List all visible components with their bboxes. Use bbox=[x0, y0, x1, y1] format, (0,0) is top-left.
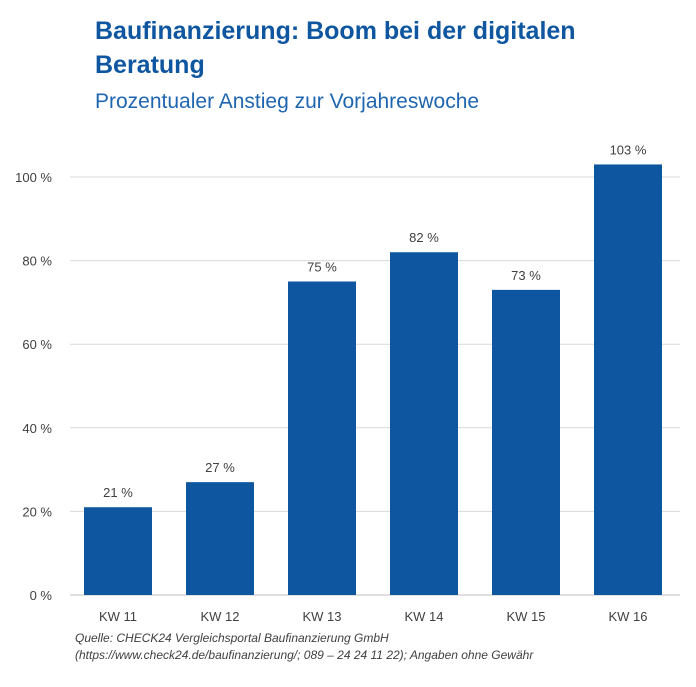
data-labels: 21 % 27 % 75 % 82 % 73 % 103 % bbox=[103, 142, 647, 500]
source-line-1: Quelle: CHECK24 Vergleichsportal Baufina… bbox=[75, 631, 389, 645]
y-tick-label: 100 % bbox=[15, 170, 52, 185]
x-tick-label: KW 11 bbox=[99, 609, 137, 624]
source-line-2: (https://www.check24.de/baufinanzierung/… bbox=[75, 648, 534, 662]
bar-kw-15 bbox=[492, 289, 560, 595]
data-label: 27 % bbox=[205, 460, 235, 475]
chart-subtitle: Prozentualer Anstieg zur Vorjahreswoche bbox=[95, 90, 480, 113]
x-tick-label: KW 13 bbox=[302, 609, 341, 624]
bars bbox=[84, 164, 662, 596]
y-tick-label: 60 % bbox=[22, 337, 52, 352]
data-label: 103 % bbox=[610, 142, 647, 157]
chart-title: Baufinanzierung: Boom bei der digitalen … bbox=[95, 17, 576, 79]
source-note: Quelle: CHECK24 Vergleichsportal Baufina… bbox=[75, 630, 685, 664]
data-label: 73 % bbox=[511, 268, 541, 283]
x-tick-label: KW 16 bbox=[608, 609, 647, 624]
x-tick-label: KW 12 bbox=[200, 609, 239, 624]
bar-kw-13 bbox=[288, 281, 356, 595]
data-label: 82 % bbox=[409, 230, 439, 245]
bar-kw-11 bbox=[84, 507, 152, 595]
y-tick-label: 0 % bbox=[30, 588, 53, 603]
bar-chart: 0 % 20 % 40 % 60 % 80 % 100 % 21 % 27 % 75 % 82 … bbox=[15, 142, 680, 624]
bar-kw-14 bbox=[390, 252, 458, 596]
data-label: 75 % bbox=[307, 260, 337, 275]
y-axis-labels: 0 % 20 % 40 % 60 % 80 % 100 % bbox=[15, 170, 52, 603]
bar-kw-16 bbox=[594, 164, 662, 595]
data-label: 21 % bbox=[103, 485, 133, 500]
bar-kw-12 bbox=[186, 482, 254, 595]
x-tick-label: KW 14 bbox=[404, 609, 443, 624]
grid-lines bbox=[70, 176, 680, 596]
y-tick-label: 20 % bbox=[22, 504, 52, 519]
x-tick-label: KW 15 bbox=[506, 609, 545, 624]
y-tick-label: 40 % bbox=[22, 421, 52, 436]
y-tick-label: 80 % bbox=[22, 254, 52, 269]
x-axis-labels: KW 11 KW 12 KW 13 KW 14 KW 15 KW 16 bbox=[99, 609, 648, 624]
